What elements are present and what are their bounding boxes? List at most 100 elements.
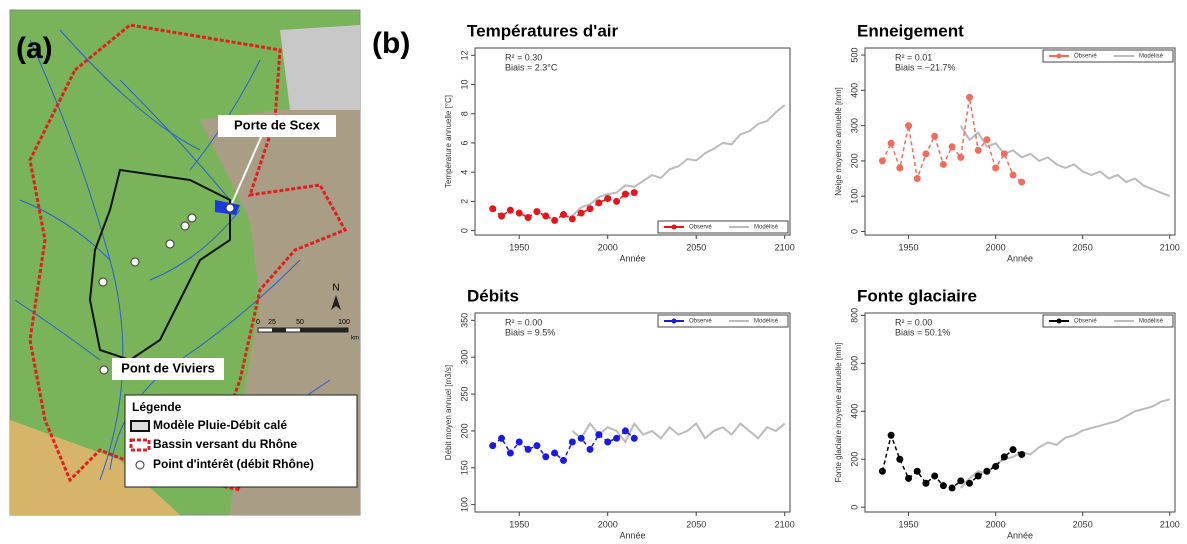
y-tick-label: 4	[459, 170, 469, 175]
legend-text: Observé	[689, 225, 712, 231]
data-point	[559, 456, 567, 464]
y-tick-label: 12	[459, 50, 469, 60]
place-label: Pont de Viviers	[121, 360, 215, 375]
data-point	[621, 190, 629, 198]
data-point	[1000, 453, 1008, 461]
data-point	[983, 467, 991, 475]
data-point	[896, 455, 904, 463]
data-point	[524, 445, 532, 453]
data-point	[498, 212, 506, 220]
annotation: R² = 0.01	[895, 52, 932, 62]
legend-text: Modélisé	[1139, 319, 1164, 325]
data-point	[533, 442, 541, 450]
annotation: Biais = 50.1%	[895, 327, 950, 337]
y-tick-label: 200	[849, 452, 859, 467]
x-axis-label: Année	[619, 530, 645, 540]
data-point	[613, 434, 621, 442]
data-point	[939, 482, 947, 490]
data-point	[506, 206, 514, 214]
legend-symbol	[135, 460, 145, 470]
y-tick-label: 800	[849, 308, 859, 323]
series-line	[571, 104, 786, 217]
scale-bar-seg	[272, 328, 286, 332]
scale-label: 25	[268, 319, 276, 326]
legend-box	[657, 220, 789, 234]
y-tick-label: 0	[849, 229, 859, 234]
scale-label: km	[351, 336, 359, 342]
legend-title: Légende	[132, 400, 182, 414]
data-point	[992, 462, 1000, 470]
data-point	[957, 477, 965, 485]
legend-swatch	[671, 318, 677, 324]
data-point	[983, 136, 991, 144]
x-tick-label: 2100	[1160, 519, 1180, 529]
plot-frame	[474, 312, 791, 513]
series-line	[571, 421, 786, 444]
y-axis-label: Débit moyen annuel [m3/s]	[444, 365, 453, 460]
data-point	[542, 212, 550, 220]
x-tick-label: 2000	[986, 242, 1006, 252]
place-box	[112, 358, 224, 380]
data-point	[1018, 178, 1026, 186]
data-point	[595, 431, 603, 439]
legend-symbol	[130, 420, 150, 432]
x-tick-label: 2050	[686, 519, 706, 529]
data-point	[931, 132, 939, 140]
annotation: R² = 0.30	[505, 52, 542, 62]
data-point	[621, 427, 629, 435]
data-point	[965, 93, 973, 101]
x-tick-label: 2100	[775, 519, 795, 529]
points-of-interest	[98, 203, 235, 375]
y-tick-label: 200	[459, 423, 469, 438]
annotation: R² = 0.00	[895, 317, 932, 327]
data-point	[498, 434, 506, 442]
data-point	[1009, 171, 1017, 179]
data-point	[896, 164, 904, 172]
data-point	[905, 474, 913, 482]
plot-frame	[864, 47, 1176, 236]
data-point	[913, 467, 921, 475]
y-tick-label: 200	[849, 153, 859, 168]
data-point	[577, 209, 585, 217]
place-label: Porte de Scex	[234, 117, 321, 132]
data-point	[1009, 446, 1017, 454]
map-legend	[124, 394, 358, 488]
y-axis-label: Fonte glaciaire moyenne annuelle [mm]	[834, 342, 843, 482]
pointer-line	[231, 134, 263, 204]
data-point	[992, 164, 1000, 172]
x-tick-label: 2050	[1073, 519, 1093, 529]
data-point	[586, 205, 594, 213]
data-point	[948, 484, 956, 492]
y-tick-label: 10	[459, 80, 469, 90]
data-point	[957, 153, 965, 161]
data-point	[905, 122, 913, 130]
panel-label: (a)	[16, 32, 53, 65]
panel-label: (b)	[372, 27, 410, 60]
annotation: Biais = 9.5%	[505, 327, 555, 337]
x-axis-label: Année	[619, 253, 645, 263]
x-tick-label: 2000	[986, 519, 1006, 529]
y-tick-label: 250	[459, 387, 469, 402]
data-point	[922, 479, 930, 487]
data-point	[878, 467, 886, 475]
x-axis-label: Année	[1007, 253, 1033, 263]
y-tick-label: 400	[849, 83, 859, 98]
data-point	[887, 139, 895, 147]
data-point	[551, 216, 559, 224]
plot-frame	[474, 47, 791, 236]
data-point	[630, 189, 638, 197]
y-tick-label: 2	[459, 199, 469, 204]
legend-box	[1042, 314, 1174, 328]
y-tick-label: 0	[459, 228, 469, 233]
series-line	[959, 125, 1171, 198]
data-point	[577, 434, 585, 442]
x-tick-label: 1950	[899, 242, 919, 252]
data-point	[1000, 150, 1008, 158]
y-tick-label: 300	[459, 350, 469, 365]
x-tick-label: 2000	[598, 519, 618, 529]
data-point	[559, 211, 567, 219]
scale-label: 50	[296, 319, 304, 326]
data-point	[595, 199, 603, 207]
x-tick-label: 2100	[775, 242, 795, 252]
